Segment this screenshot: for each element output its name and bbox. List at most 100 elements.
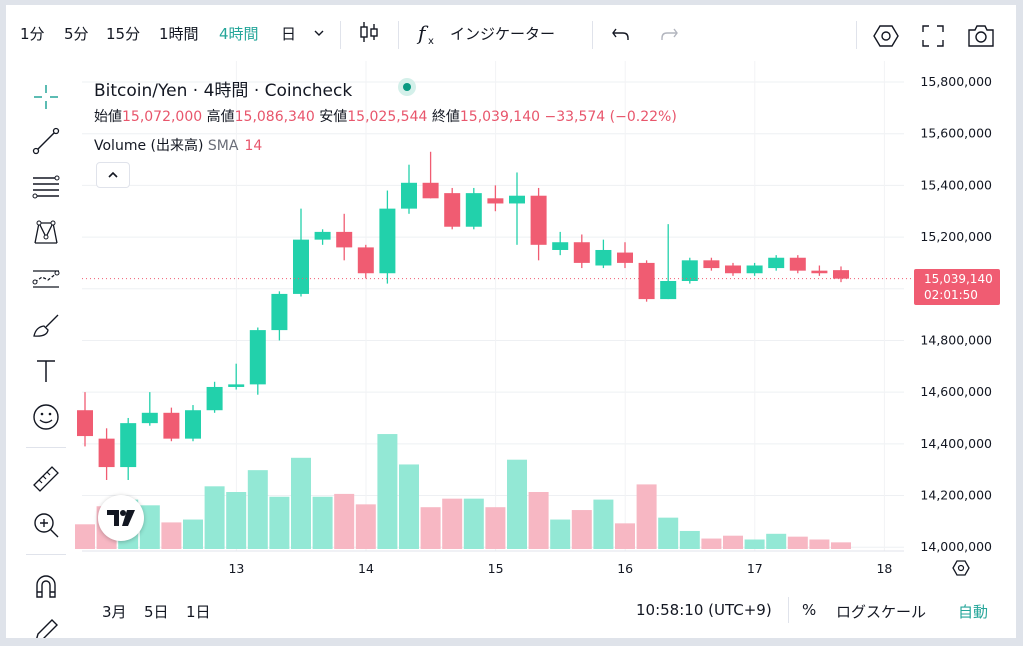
tradingview-logo[interactable] bbox=[98, 495, 144, 541]
candle-body bbox=[833, 270, 849, 279]
volume-bar bbox=[312, 496, 333, 549]
camera-icon[interactable] bbox=[966, 22, 996, 54]
open-label: 始値 bbox=[94, 109, 122, 125]
interval-1d[interactable]: 日 bbox=[281, 25, 297, 43]
candle-body bbox=[768, 257, 785, 269]
low-label: 安値 bbox=[319, 109, 348, 125]
range-3m[interactable]: 3月 bbox=[102, 603, 127, 621]
volume-bar bbox=[334, 493, 355, 549]
volume-bar bbox=[658, 517, 679, 549]
volume-bar bbox=[204, 486, 225, 549]
pencil-icon[interactable] bbox=[30, 615, 62, 638]
y-tick-label: 14,400,000 bbox=[920, 436, 992, 451]
magnet-icon[interactable] bbox=[30, 571, 62, 603]
y-tick-label: 14,800,000 bbox=[920, 332, 992, 347]
candle-body bbox=[444, 193, 461, 227]
interval-5m[interactable]: 5分 bbox=[64, 25, 89, 43]
x-tick-label: 16 bbox=[617, 561, 633, 576]
y-tick-label: 15,600,000 bbox=[920, 126, 992, 141]
candle-body bbox=[465, 193, 482, 227]
close-label: 終値 bbox=[431, 109, 460, 125]
candle-body bbox=[530, 195, 547, 245]
ruler-icon[interactable] bbox=[30, 463, 62, 495]
trendline-icon[interactable] bbox=[30, 125, 62, 157]
candle-body bbox=[77, 410, 93, 437]
symbol-title[interactable]: Bitcoin/Yen · 4時間 · Coincheck bbox=[94, 81, 353, 101]
candle-body bbox=[249, 330, 266, 385]
volume-label: Volume (出来高) bbox=[94, 138, 204, 154]
volume-bar bbox=[679, 530, 700, 549]
toolbar-divider bbox=[788, 597, 789, 623]
volume-bar bbox=[463, 498, 484, 549]
volume-bar bbox=[247, 470, 268, 549]
pattern-icon[interactable] bbox=[30, 217, 62, 249]
clock[interactable]: 10:58:10 (UTC+9) bbox=[636, 601, 772, 619]
candle-body bbox=[379, 208, 396, 274]
volume-bar bbox=[615, 523, 635, 549]
toolbar-divider bbox=[340, 21, 341, 49]
candle-body bbox=[595, 249, 612, 266]
market-status-icon bbox=[398, 78, 416, 96]
interval-1m[interactable]: 1分 bbox=[20, 25, 45, 43]
text-icon[interactable] bbox=[30, 355, 62, 387]
log-scale-toggle[interactable]: ログスケール bbox=[836, 603, 927, 621]
candle-body bbox=[314, 231, 331, 240]
toolbar-divider bbox=[592, 21, 593, 49]
crosshair-icon[interactable] bbox=[30, 81, 62, 113]
indicators-button[interactable]: インジケーター bbox=[450, 25, 556, 43]
y-tick-label: 14,000,000 bbox=[920, 539, 992, 554]
volume-bar bbox=[161, 522, 182, 549]
low-value: 15,025,544 bbox=[347, 109, 428, 125]
volume-bar bbox=[291, 457, 311, 549]
range-1d[interactable]: 1日 bbox=[186, 603, 211, 621]
interval-1h[interactable]: 1時間 bbox=[159, 25, 199, 43]
candle-body bbox=[660, 280, 677, 300]
brush-icon[interactable] bbox=[30, 309, 62, 341]
candle-body bbox=[487, 198, 504, 204]
candle-body bbox=[552, 242, 569, 250]
candle-body bbox=[789, 257, 806, 271]
percent-toggle[interactable]: % bbox=[802, 601, 817, 619]
y-tick-label: 15,200,000 bbox=[920, 229, 992, 244]
fib-icon[interactable] bbox=[30, 171, 62, 203]
toolbar-divider bbox=[26, 447, 66, 448]
x-tick-label: 18 bbox=[876, 561, 892, 576]
prediction-icon[interactable] bbox=[30, 263, 62, 295]
volume-bar bbox=[75, 524, 95, 549]
candle-body bbox=[336, 231, 353, 248]
candle-body bbox=[98, 438, 115, 468]
undo-icon[interactable] bbox=[610, 23, 632, 49]
zoom-icon[interactable] bbox=[30, 509, 62, 541]
volume-bar bbox=[377, 434, 398, 549]
volume-bar bbox=[226, 492, 247, 549]
close-value: 15,039,140 bbox=[459, 109, 541, 125]
emoji-icon[interactable] bbox=[30, 401, 62, 433]
volume-bar bbox=[355, 504, 376, 549]
candle-body bbox=[746, 265, 763, 274]
volume-bar bbox=[809, 539, 830, 549]
volume-legend[interactable]: Volume (出来高) SMA 14 bbox=[94, 135, 262, 155]
settings-icon[interactable] bbox=[872, 22, 900, 54]
x-tick-label: 14 bbox=[358, 561, 374, 576]
interval-4h[interactable]: 4時間 bbox=[219, 25, 259, 43]
redo-icon[interactable] bbox=[658, 23, 680, 49]
range-5d[interactable]: 5日 bbox=[144, 603, 169, 621]
auto-scale-toggle[interactable]: 自動 bbox=[958, 603, 989, 621]
candle-body bbox=[163, 412, 180, 439]
volume-bar bbox=[787, 536, 808, 549]
chevron-down-icon[interactable] bbox=[312, 25, 326, 44]
last-price-tag: 15,039,140 02:01:50 bbox=[914, 269, 1000, 305]
scale-settings-icon[interactable] bbox=[952, 560, 970, 576]
candles-icon[interactable] bbox=[356, 19, 382, 49]
toolbar-divider bbox=[398, 21, 399, 49]
volume-bar bbox=[744, 539, 765, 549]
candle-body bbox=[185, 410, 201, 439]
interval-15m[interactable]: 15分 bbox=[106, 25, 141, 43]
volume-bar bbox=[636, 484, 657, 549]
volume-sma-label: SMA bbox=[207, 138, 239, 154]
fullscreen-icon[interactable] bbox=[920, 23, 946, 53]
y-tick-label: 14,600,000 bbox=[920, 384, 992, 399]
high-label: 高値 bbox=[206, 109, 235, 125]
collapse-legend-button[interactable] bbox=[96, 162, 130, 188]
